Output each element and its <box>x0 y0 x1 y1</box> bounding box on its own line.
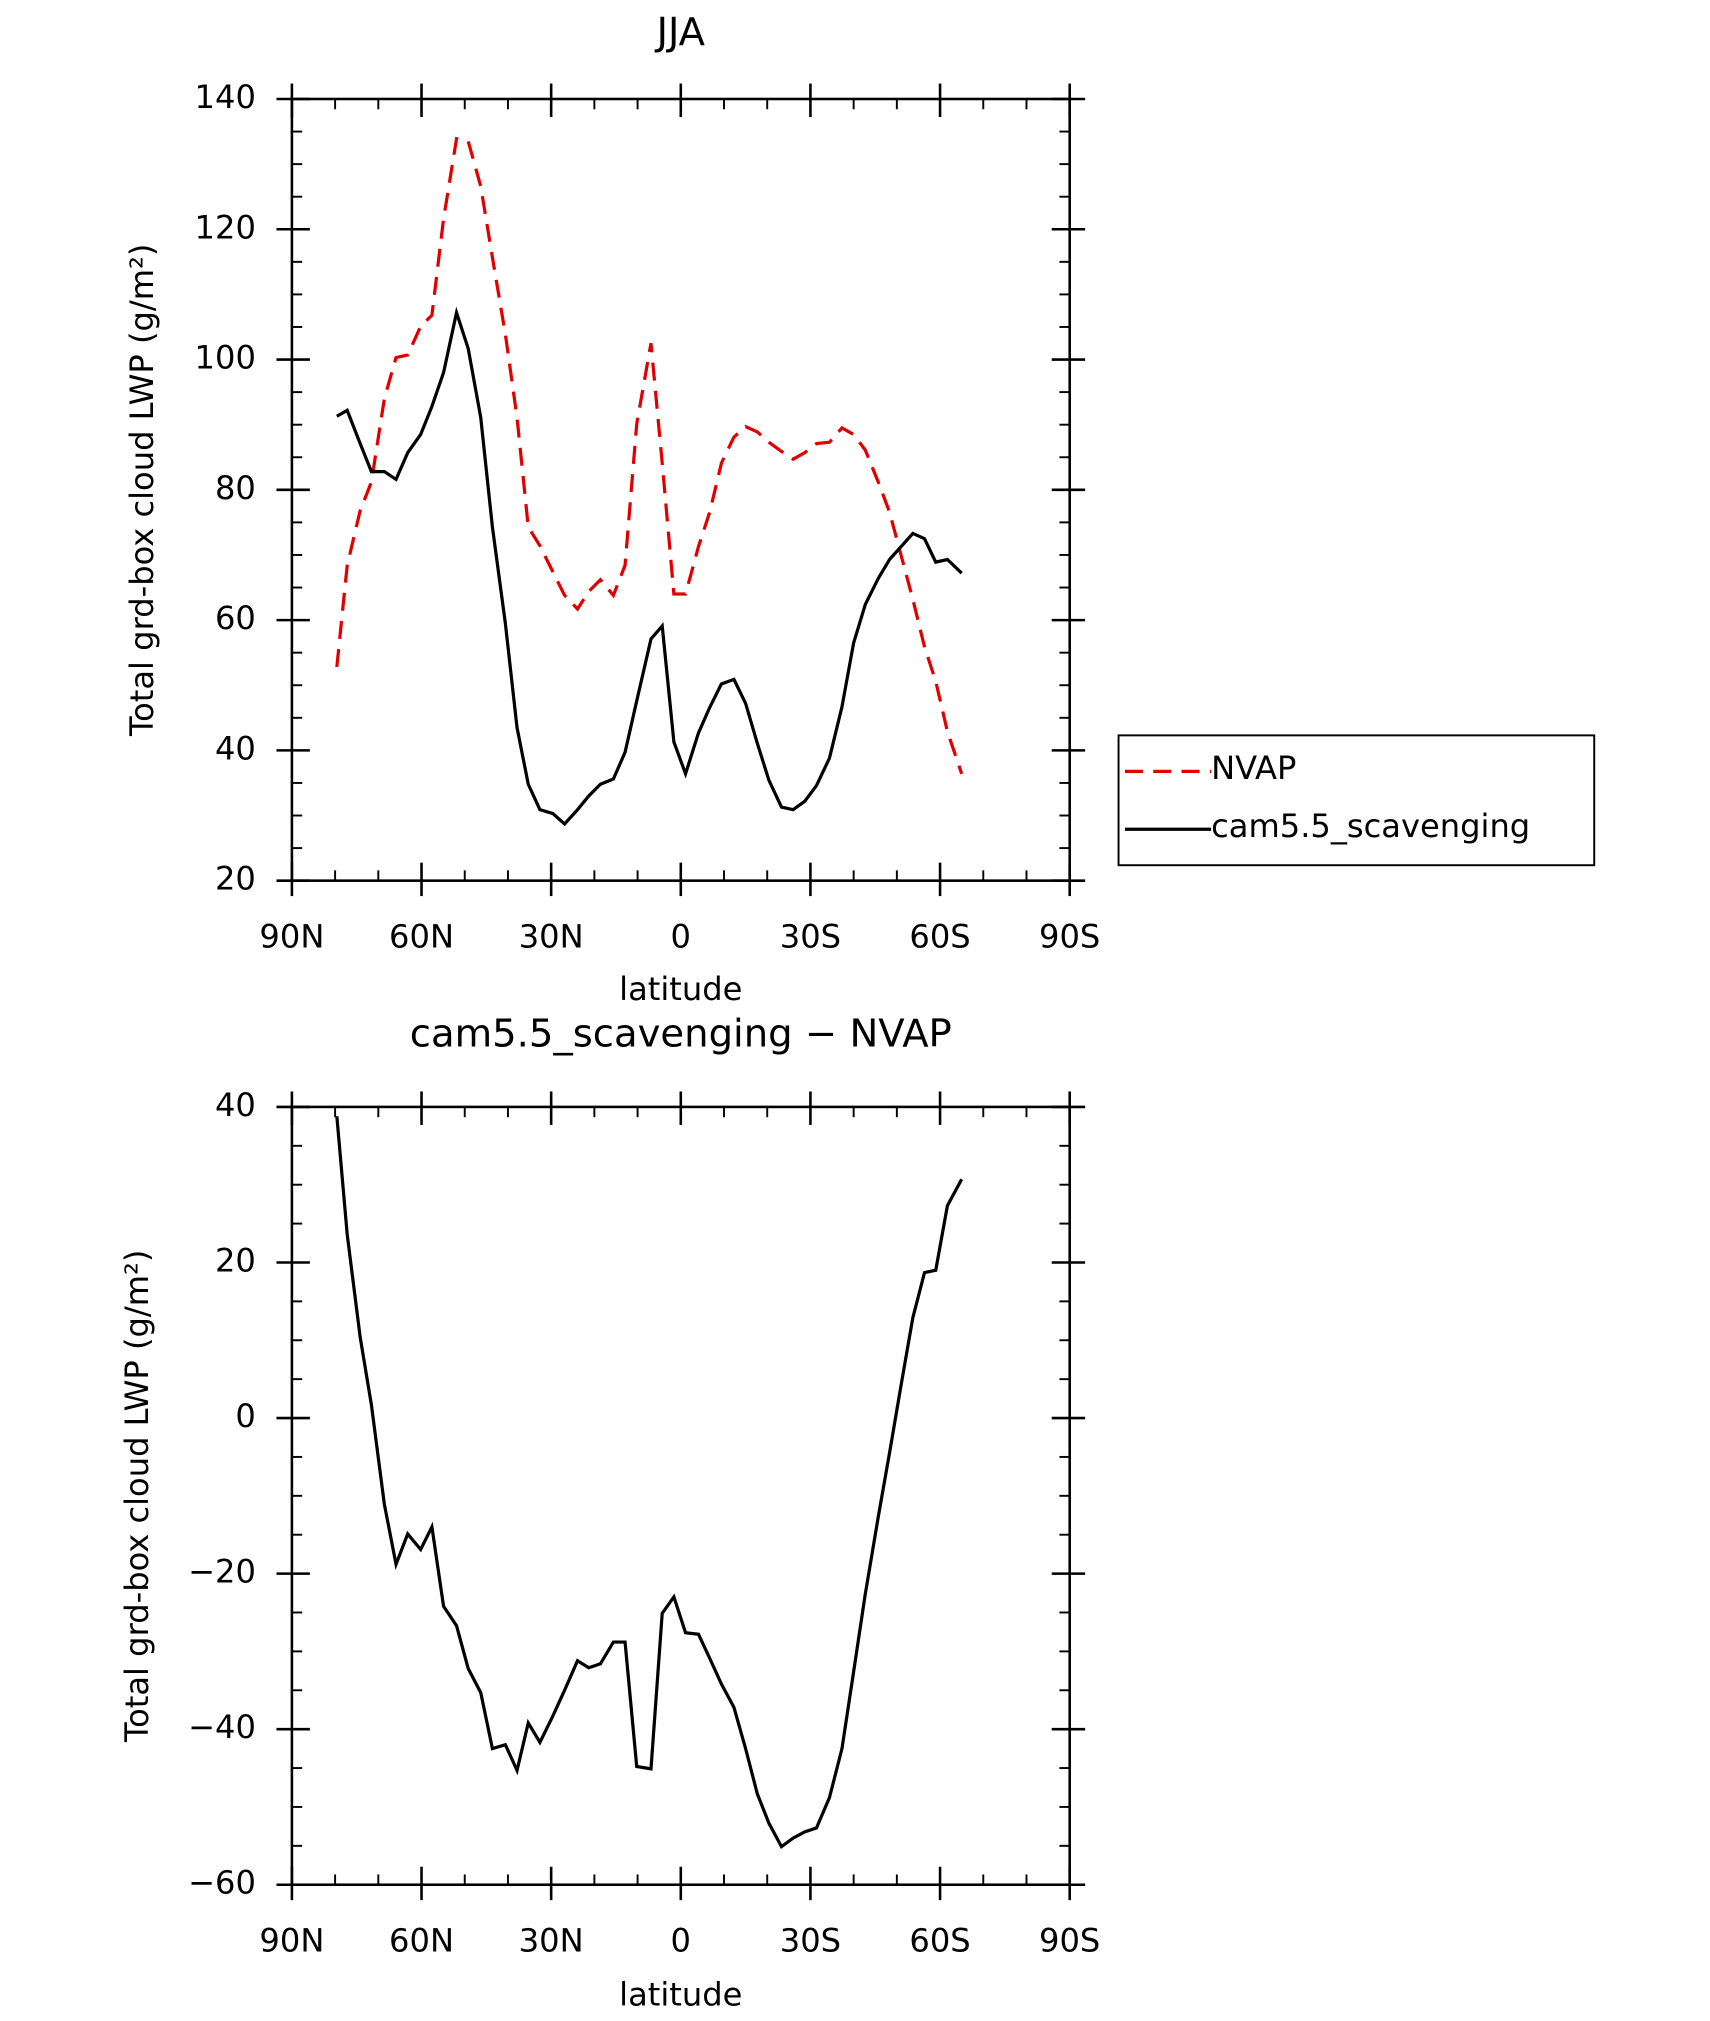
x-tick-label: 90N <box>259 1922 324 1960</box>
x-tick-label: 30N <box>519 918 584 956</box>
x-tick-label: 90S <box>1039 918 1100 956</box>
chart-title: JJA <box>655 10 706 55</box>
y-tick-label: −60 <box>188 1864 256 1902</box>
y-tick-label: 40 <box>215 729 256 767</box>
y-tick-label: −20 <box>188 1553 256 1591</box>
y-tick-label: 100 <box>195 339 256 377</box>
x-tick-label: 60S <box>909 1922 970 1960</box>
data-line <box>335 1116 964 1849</box>
legend-box <box>1117 734 1596 867</box>
x-tick-label: 30N <box>519 1922 584 1960</box>
legend-label: NVAP <box>1211 749 1296 787</box>
x-tick-label: 90S <box>1039 1922 1100 1960</box>
x-tick-label: 30S <box>780 1922 841 1960</box>
y-tick-label: 40 <box>215 1086 256 1124</box>
x-tick-label: 60N <box>389 1922 454 1960</box>
x-tick-label: 0 <box>671 918 691 956</box>
legend-label: cam5.5_scavenging <box>1211 807 1530 845</box>
data-line <box>336 306 963 827</box>
y-tick-label: 0 <box>235 1397 255 1435</box>
x-tick-label: 0 <box>671 1922 691 1960</box>
y-tick-label: 20 <box>215 1241 256 1279</box>
plot-frame <box>290 1105 1071 1887</box>
x-tick-label: 90N <box>259 918 324 956</box>
x-axis-label: latitude <box>619 970 742 1008</box>
x-tick-label: 60S <box>909 918 970 956</box>
y-axis-label: Total grd-box cloud LWP (g/m²) <box>118 1250 156 1743</box>
y-tick-label: 20 <box>215 860 256 898</box>
y-tick-label: 80 <box>215 469 256 507</box>
y-tick-label: 140 <box>195 78 256 116</box>
y-tick-label: 120 <box>195 208 256 246</box>
data-line <box>335 136 964 775</box>
y-tick-label: −40 <box>188 1708 256 1746</box>
y-tick-label: 60 <box>215 599 256 637</box>
x-tick-label: 60N <box>389 918 454 956</box>
x-tick-label: 30S <box>780 918 841 956</box>
y-axis-label: Total grd-box cloud LWP (g/m²) <box>123 244 161 738</box>
x-axis-label: latitude <box>619 1976 742 2014</box>
chart-title: cam5.5_scavenging − NVAP <box>410 1012 952 1057</box>
